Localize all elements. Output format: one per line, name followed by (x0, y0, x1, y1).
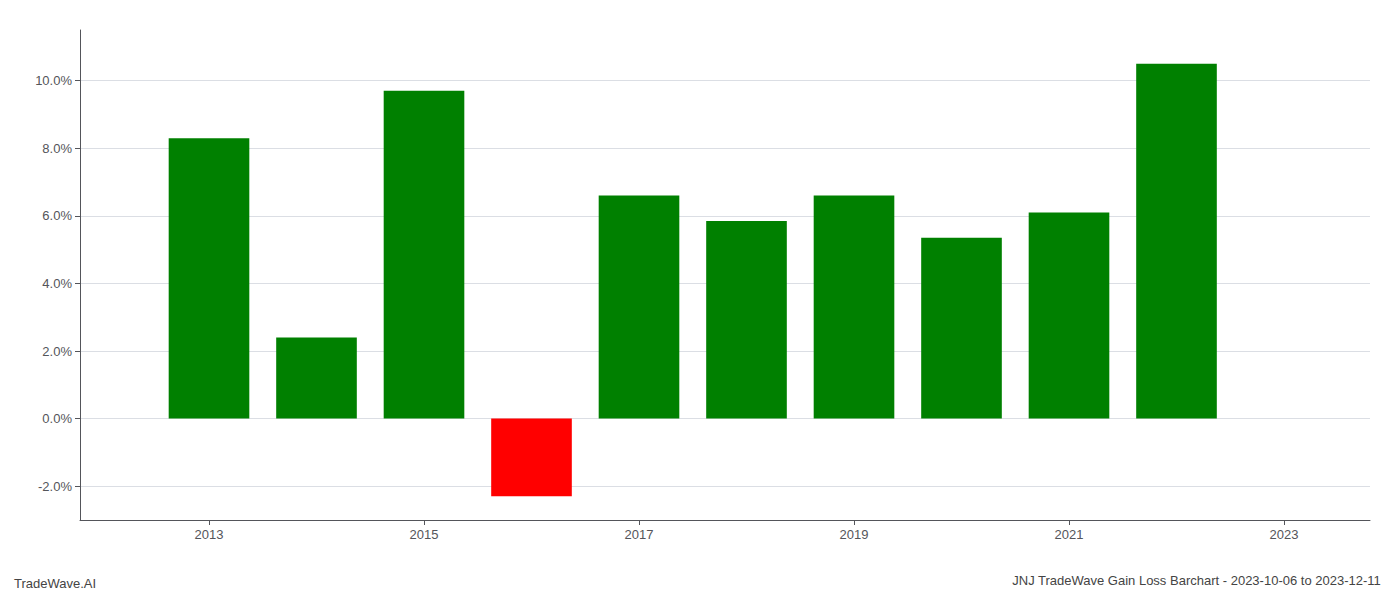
svg-text:8.0%: 8.0% (42, 141, 72, 156)
svg-text:2015: 2015 (410, 527, 439, 542)
svg-text:2017: 2017 (625, 527, 654, 542)
svg-text:0.0%: 0.0% (42, 411, 72, 426)
svg-text:2023: 2023 (1270, 527, 1299, 542)
svg-text:JNJ TradeWave Gain Loss Barcha: JNJ TradeWave Gain Loss Barchart - 2023-… (1012, 573, 1381, 588)
svg-text:-2.0%: -2.0% (38, 479, 72, 494)
svg-text:2021: 2021 (1055, 527, 1084, 542)
svg-text:2013: 2013 (195, 527, 224, 542)
svg-text:2.0%: 2.0% (42, 344, 72, 359)
svg-text:2019: 2019 (840, 527, 869, 542)
svg-text:4.0%: 4.0% (42, 276, 72, 291)
svg-text:10.0%: 10.0% (35, 73, 72, 88)
svg-text:6.0%: 6.0% (42, 208, 72, 223)
svg-text:TradeWave.AI: TradeWave.AI (14, 576, 96, 591)
